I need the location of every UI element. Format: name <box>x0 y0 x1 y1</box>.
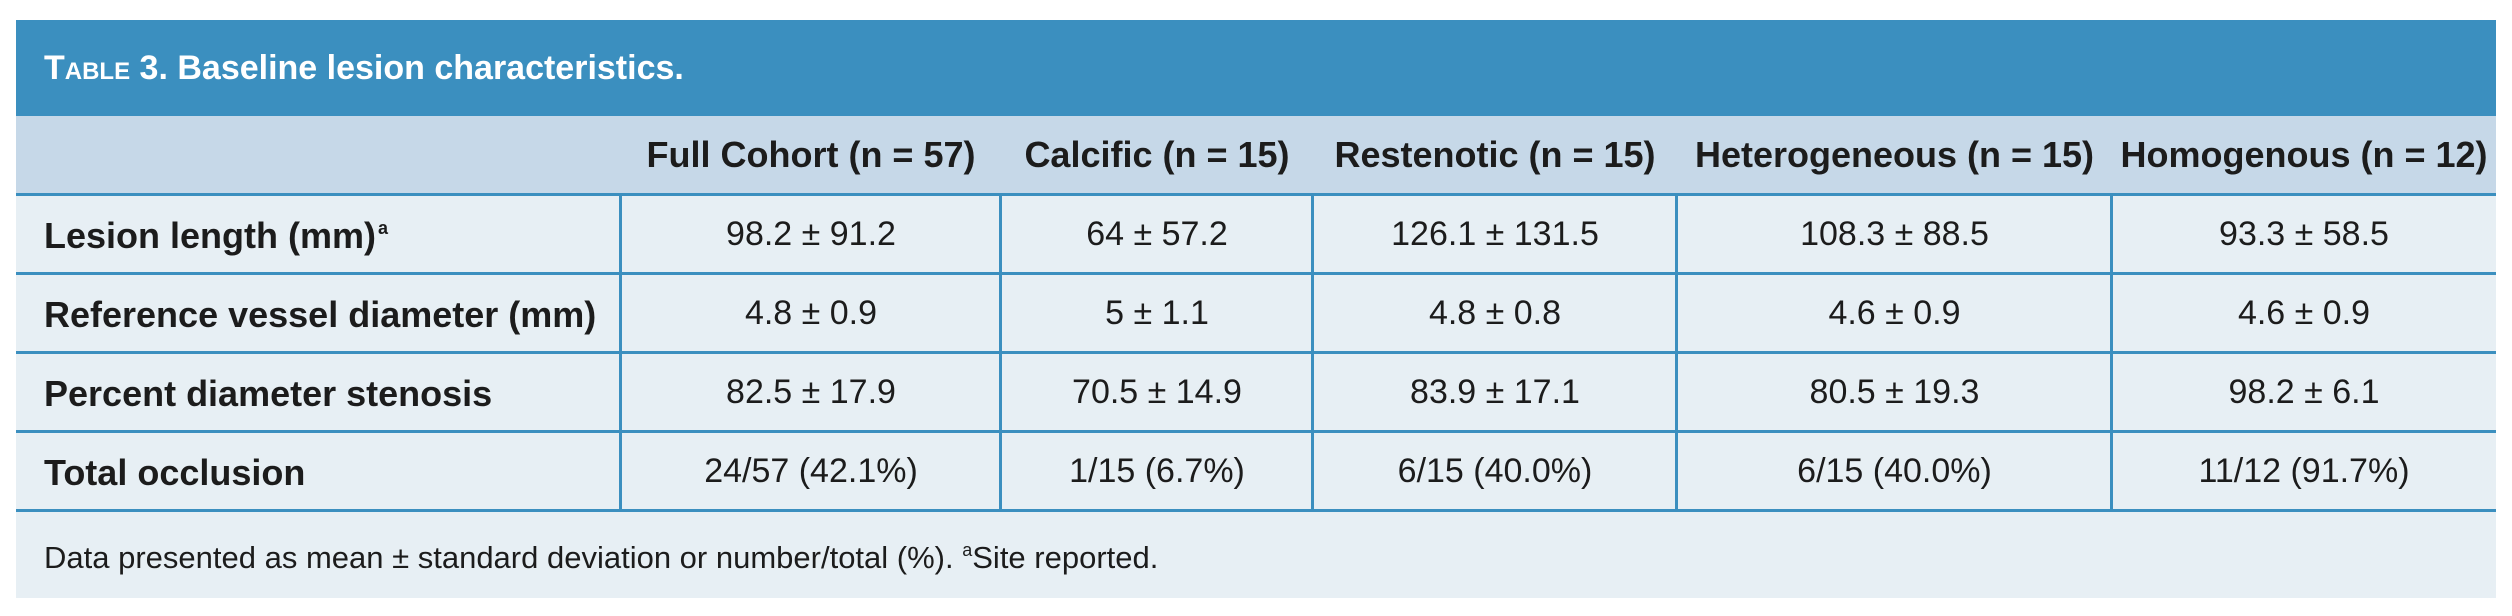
table-row: Reference vessel diameter (mm) 4.8 ± 0.9… <box>16 275 2496 354</box>
table-cell: 4.6 ± 0.9 <box>2237 294 2371 332</box>
table-footnote: Data presented as mean ± standard deviat… <box>44 540 1159 575</box>
footnote-marker: a <box>962 540 973 560</box>
column-header-homogenous: Homogenous (n = 12) <box>2120 134 2488 175</box>
column-divider <box>619 196 622 512</box>
table-title-text: Baseline lesion characteristics. <box>177 49 684 87</box>
table-cell: 108.3 ± 88.5 <box>1800 215 1989 253</box>
column-divider <box>999 196 1002 512</box>
column-divider <box>1675 196 1678 512</box>
table-row: Total occlusion 24/57 (42.1%) 1/15 (6.7%… <box>16 433 2496 512</box>
table-cell: 11/12 (91.7%) <box>2198 452 2410 490</box>
table-cell: 4.6 ± 0.9 <box>1828 294 1961 332</box>
table-cell: 80.5 ± 19.3 <box>1809 373 1980 411</box>
table-cell: 4.8 ± 0.8 <box>1428 294 1562 332</box>
table-row: Percent diameter stenosis 82.5 ± 17.9 70… <box>16 354 2496 433</box>
table-cell: 126.1 ± 131.5 <box>1391 215 1599 253</box>
table-cell: 70.5 ± 14.9 <box>1072 373 1242 411</box>
row-label: Lesion length (mm) a <box>44 215 389 256</box>
table-cell: 64 ± 57.2 <box>1086 215 1228 253</box>
table-cell: 98.2 ± 91.2 <box>726 215 896 253</box>
table-title-label: Table 3. <box>44 49 168 87</box>
row-label: Percent diameter stenosis <box>44 373 493 414</box>
table-cell: 82.5 ± 17.9 <box>726 373 896 411</box>
row-label: Reference vessel diameter (mm) <box>44 294 597 335</box>
table-cell: 1/15 (6.7%) <box>1069 452 1245 490</box>
column-divider <box>1311 196 1314 512</box>
table-cell: 98.2 ± 6.1 <box>2228 373 2380 411</box>
column-header-calcific: Calcific (n = 15) <box>1024 134 1290 175</box>
column-header-full-cohort: Full Cohort (n = 57) <box>646 134 976 175</box>
table-cell: 5 ± 1.1 <box>1105 294 1209 332</box>
data-table: Table 3. Baseline lesion characteristics… <box>16 20 2496 598</box>
column-divider <box>2110 196 2113 512</box>
column-header-heterogeneous: Heterogeneous (n = 15) <box>1694 134 2095 175</box>
table-cell: 83.9 ± 17.1 <box>1410 373 1580 411</box>
column-header-restenotic: Restenotic (n = 15) <box>1334 134 1656 175</box>
table-cell: 93.3 ± 58.5 <box>2219 215 2389 253</box>
table-row: Lesion length (mm) a 98.2 ± 91.2 64 ± 57.… <box>16 196 2496 275</box>
table-header-row: Full Cohort (n = 57) Calcific (n = 15) R… <box>16 116 2496 196</box>
table-cell: 24/57 (42.1%) <box>704 452 918 490</box>
table-cell: 4.8 ± 0.9 <box>744 294 878 332</box>
table-title: Table 3. Baseline lesion characteristics… <box>16 20 2496 116</box>
row-label: Total occlusion <box>44 452 306 493</box>
table-cell: 6/15 (40.0%) <box>1797 452 1992 490</box>
footnote-marker: a <box>378 218 389 238</box>
table-cell: 6/15 (40.0%) <box>1397 452 1593 490</box>
